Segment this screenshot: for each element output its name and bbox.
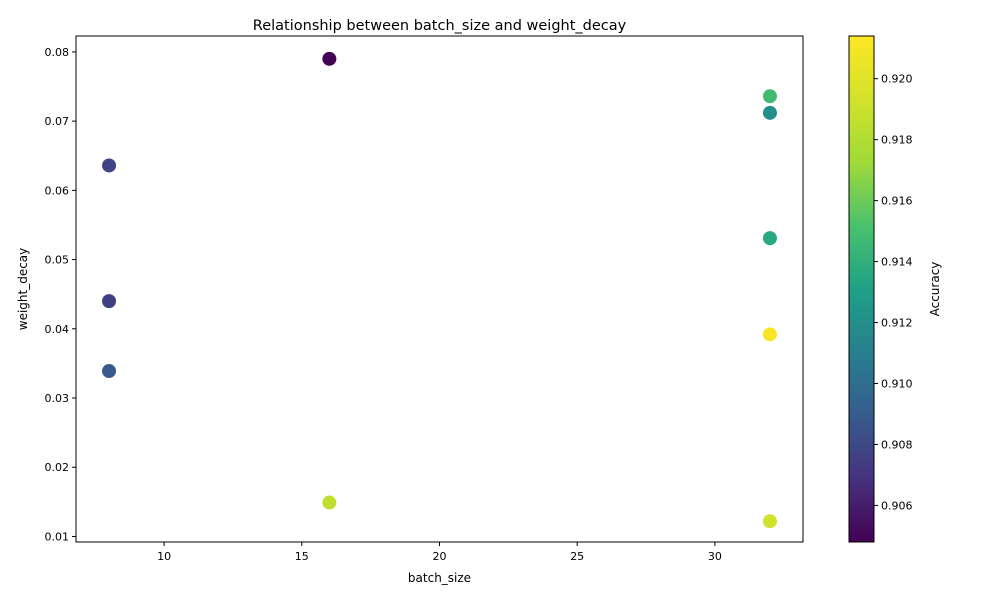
- colorbar-tick-label: 0.914: [881, 256, 913, 269]
- colorbar-tick-label: 0.906: [881, 499, 913, 512]
- y-axis-label: weight_decay: [16, 248, 30, 331]
- colorbar-label: Accuracy: [928, 262, 942, 317]
- y-tick-label: 0.01: [45, 530, 70, 543]
- colorbar-tick-label: 0.916: [881, 195, 913, 208]
- x-tick-label: 30: [708, 550, 722, 563]
- x-tick-label: 15: [295, 550, 309, 563]
- x-axis-ticks: 10 15 20 25 30: [157, 542, 722, 563]
- colorbar-ticks: 0.906 0.908 0.910 0.912 0.914 0.916 0.918 0.920: [874, 73, 913, 512]
- colorbar-tick-label: 0.920: [881, 73, 913, 86]
- data-point: [102, 364, 117, 379]
- y-tick-label: 0.07: [45, 115, 70, 128]
- x-tick-label: 10: [157, 550, 171, 563]
- colorbar-tick-label: 0.908: [881, 438, 913, 451]
- y-tick-label: 0.06: [45, 184, 70, 197]
- colorbar: 0.906 0.908 0.910 0.912 0.914 0.916 0.918 0.920…: [848, 35, 942, 543]
- x-tick-label: 25: [570, 550, 584, 563]
- data-point: [322, 51, 337, 66]
- data-point: [762, 514, 777, 529]
- data-point: [762, 327, 777, 342]
- colorbar-tick-label: 0.912: [881, 317, 913, 330]
- plot-area: 10 15 20 25 30 0.010.020.030.040.050.060.070…: [45, 35, 804, 563]
- y-tick-label: 0.02: [45, 461, 70, 474]
- y-tick-label: 0.04: [45, 323, 70, 336]
- x-tick-label: 20: [433, 550, 447, 563]
- y-tick-label: 0.03: [45, 392, 70, 405]
- y-tick-label: 0.05: [45, 254, 70, 267]
- y-axis-ticks: 0.01 0.02 0.03 0.04 0.05 0.06 0.07 0.08: [45, 46, 76, 543]
- data-point: [762, 231, 777, 246]
- colorbar-tick-label: 0.918: [881, 134, 913, 147]
- plot-frame: [75, 35, 804, 543]
- data-points: [102, 51, 777, 529]
- data-point: [322, 495, 337, 510]
- data-point: [762, 89, 777, 104]
- data-point: [762, 105, 777, 120]
- data-point: [102, 294, 117, 309]
- colorbar-gradient: [848, 35, 875, 543]
- y-tick-label: 0.08: [45, 46, 70, 59]
- data-point: [102, 158, 117, 173]
- x-axis-label: batch_size: [408, 571, 471, 585]
- chart-title: Relationship between batch_size and weig…: [253, 18, 627, 34]
- colorbar-tick-label: 0.910: [881, 377, 913, 390]
